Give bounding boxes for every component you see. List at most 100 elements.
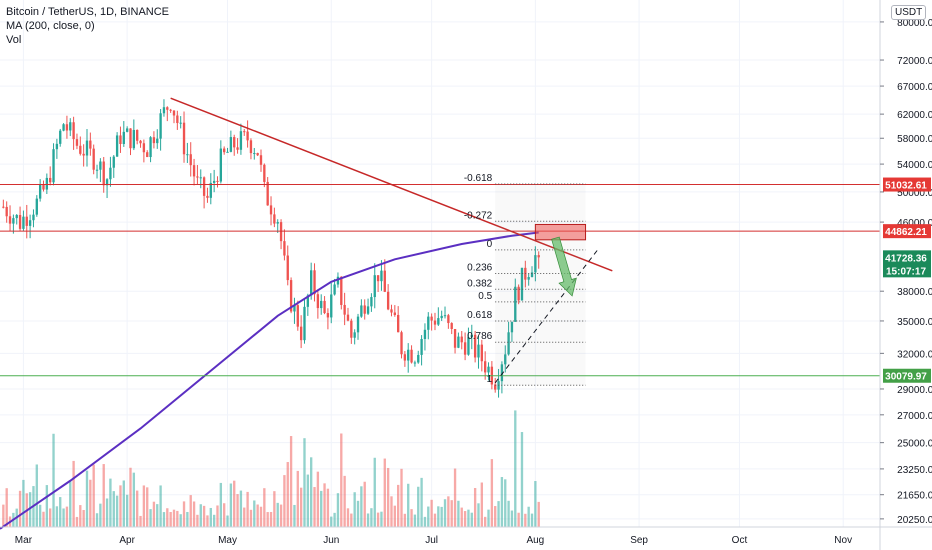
x-tick-label: Aug: [526, 535, 544, 546]
y-tick-label: 32000.00: [897, 349, 932, 360]
volume-bar: [139, 515, 142, 527]
volume-bar: [437, 506, 440, 527]
volume-bar: [125, 494, 129, 527]
volume-bar: [360, 486, 363, 527]
candle-body: [55, 143, 59, 150]
volume-bar: [487, 509, 490, 527]
volume-bar: [397, 484, 400, 527]
y-tick-label: 58000.00: [897, 134, 932, 145]
volume-bar: [323, 483, 326, 527]
y-tick-label: 46000.00: [897, 218, 932, 229]
candle-body: [162, 107, 166, 114]
candle-body: [433, 320, 437, 325]
volume-bar: [443, 499, 447, 527]
candle-body: [463, 342, 467, 355]
volume-bar: [440, 506, 443, 527]
price-label: 44862.21: [885, 227, 927, 238]
volume-bar: [530, 513, 534, 527]
volume-bar: [316, 471, 320, 527]
candle-body: [5, 206, 8, 217]
candle-body: [79, 145, 82, 154]
x-tick-label: Sep: [630, 535, 648, 546]
volume-bar: [346, 508, 350, 527]
candle-body: [460, 336, 463, 343]
volume-bar: [537, 501, 540, 527]
candle-body: [249, 140, 253, 154]
volume-bar: [62, 508, 65, 527]
volume-bar: [49, 508, 52, 527]
candle-body: [196, 176, 199, 178]
x-tick-label: Apr: [119, 535, 135, 546]
candle-body: [69, 122, 72, 131]
candle-body: [18, 214, 22, 229]
candle-body: [363, 305, 366, 314]
volume-bar: [129, 467, 132, 527]
volume-bar: [243, 507, 246, 527]
volume-bar: [373, 457, 376, 527]
candle-body: [310, 270, 313, 296]
volume-bar: [112, 491, 115, 527]
candle-body: [480, 344, 483, 362]
volume-bar: [152, 501, 156, 527]
volume-bar: [410, 509, 413, 527]
candle-body: [333, 284, 336, 295]
volume-bar: [473, 488, 477, 527]
candle-body: [286, 255, 289, 281]
volume-bar: [340, 433, 343, 527]
candle-body: [386, 291, 390, 310]
ma200-line: [0, 231, 539, 530]
candle-body: [477, 344, 480, 358]
candle-body: [504, 354, 507, 365]
candle-body: [49, 177, 52, 183]
y-tick-label: 80000.00: [897, 18, 932, 29]
fib-level-label: 1: [487, 374, 493, 385]
volume-bar: [390, 496, 393, 527]
volume-bar: [119, 485, 122, 527]
candle-body: [45, 177, 49, 190]
volume-bar: [69, 481, 72, 527]
volume-bar: [273, 491, 276, 527]
candle-body: [109, 167, 112, 180]
price-label-bg: [883, 224, 931, 239]
y-tick-label: 50000.00: [897, 188, 932, 199]
volume-bar: [233, 480, 236, 527]
candle-body: [303, 306, 306, 341]
volume-bar: [330, 516, 333, 527]
candle-body: [176, 115, 179, 124]
down-arrow-icon: [551, 236, 577, 297]
volume-bar: [353, 492, 356, 527]
candle-body: [223, 148, 226, 153]
candle-body: [410, 349, 413, 363]
candle-body: [403, 354, 407, 361]
volume-bar: [276, 502, 279, 527]
volume-bar: [246, 491, 249, 527]
volume-bar: [5, 488, 8, 527]
candle-body: [233, 137, 236, 148]
volume-bar: [22, 479, 25, 527]
volume-bar: [156, 504, 159, 527]
volume-bar: [336, 493, 340, 527]
y-tick-label: 67000.00: [897, 82, 932, 93]
volume-bar: [59, 497, 62, 527]
currency-button[interactable]: USDT: [891, 5, 927, 20]
trend-line: [170, 97, 613, 272]
volume-bar: [433, 513, 437, 527]
candle-body: [59, 130, 62, 144]
volume-bar: [350, 513, 353, 527]
y-tick-label: 27000.00: [897, 411, 932, 422]
volume-bar: [169, 512, 172, 527]
volume-bar: [219, 482, 223, 527]
candle-body: [25, 216, 28, 226]
volume-bar: [223, 503, 226, 527]
x-tick-label: Oct: [732, 535, 748, 546]
volume-bar: [380, 511, 383, 527]
fib-level-label: 0: [487, 239, 493, 250]
price-label: 30079.97: [885, 372, 927, 383]
candle-body: [85, 140, 89, 156]
volume-bar: [236, 494, 239, 527]
volume-indicator-label: Vol: [6, 34, 22, 46]
volume-bar: [400, 468, 403, 527]
volume-bar: [105, 498, 109, 527]
